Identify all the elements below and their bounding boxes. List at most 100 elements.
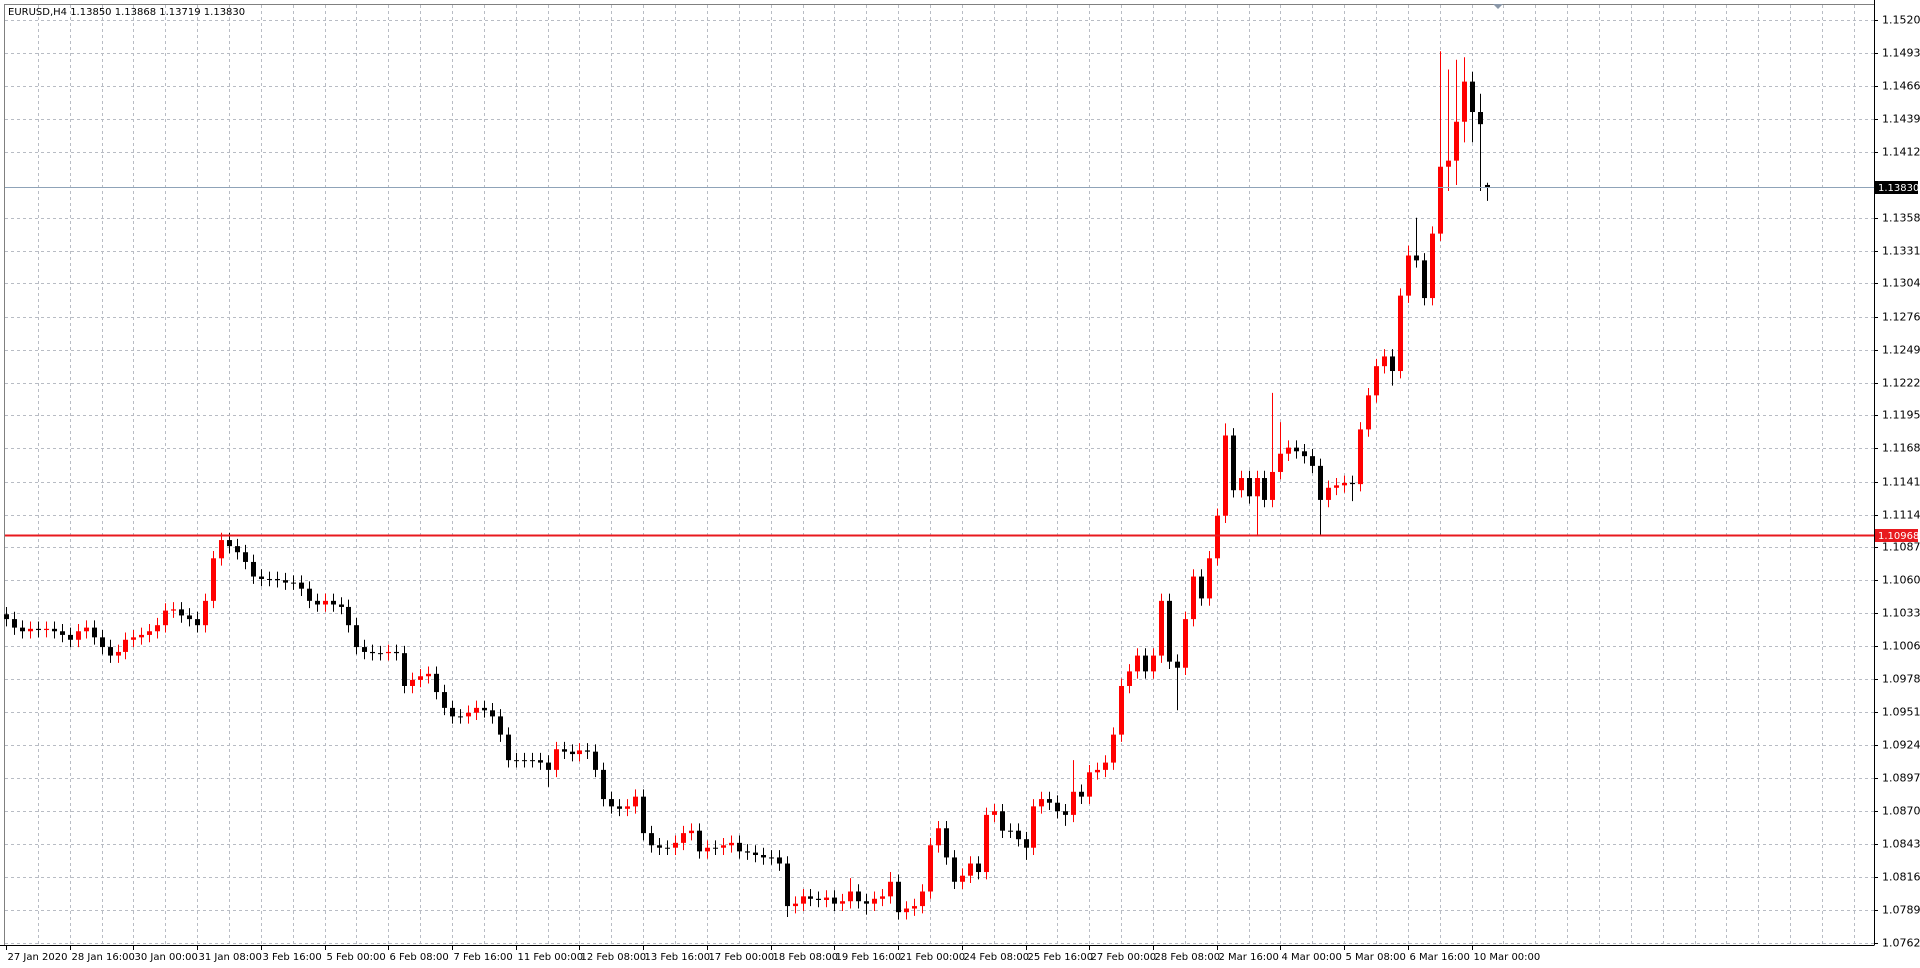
candle-body bbox=[346, 606, 351, 626]
candle-body bbox=[793, 903, 798, 907]
x-tick-label: 5 Feb 00:00 bbox=[327, 952, 386, 963]
price-label-box bbox=[1875, 181, 1918, 194]
candle-body bbox=[195, 619, 200, 626]
candle-body bbox=[1016, 830, 1021, 840]
candle-body bbox=[20, 627, 25, 632]
candle-body bbox=[36, 628, 41, 631]
y-tick-label: 1.14665 bbox=[1882, 80, 1920, 93]
x-tick-label: 6 Feb 08:00 bbox=[390, 952, 449, 963]
candle-body bbox=[386, 651, 391, 654]
candle-body bbox=[785, 863, 790, 907]
candle-body bbox=[952, 857, 957, 882]
candle-body bbox=[434, 673, 439, 693]
candle-body bbox=[1008, 830, 1013, 832]
candle-body bbox=[299, 582, 304, 589]
x-tick-label: 18 Feb 08:00 bbox=[773, 952, 839, 963]
candle-body bbox=[864, 901, 869, 904]
price-label-box bbox=[1875, 529, 1918, 542]
candle-body bbox=[1223, 435, 1228, 516]
candle-body bbox=[1000, 811, 1005, 831]
y-tick-label: 1.13040 bbox=[1882, 277, 1920, 290]
candle-body bbox=[1055, 802, 1060, 812]
x-tick-label: 2 Mar 16:00 bbox=[1219, 952, 1279, 963]
price-label: 1.10968 bbox=[1878, 531, 1919, 542]
x-tick-label: 17 Feb 00:00 bbox=[709, 952, 775, 963]
candle-body bbox=[554, 749, 559, 770]
price-label: 1.13830 bbox=[1878, 183, 1919, 194]
candle-body bbox=[522, 760, 527, 762]
candle-body bbox=[1485, 184, 1490, 188]
candle-body bbox=[259, 576, 264, 579]
candle-body bbox=[450, 707, 455, 717]
y-tick-label: 1.10600 bbox=[1882, 574, 1920, 587]
candle-body bbox=[1286, 447, 1291, 454]
candle-body bbox=[1358, 429, 1363, 485]
candle-body bbox=[466, 712, 471, 717]
candle-body bbox=[28, 628, 33, 632]
y-tick-label: 1.11140 bbox=[1882, 509, 1920, 522]
candle-body bbox=[60, 631, 65, 635]
candle-body bbox=[1406, 255, 1411, 296]
candle-body bbox=[323, 600, 328, 605]
candles bbox=[4, 51, 1874, 920]
candle-body bbox=[1310, 456, 1315, 466]
candle-body bbox=[1215, 515, 1220, 559]
candle-body bbox=[315, 600, 320, 605]
x-tick-label: 6 Mar 16:00 bbox=[1410, 952, 1470, 963]
candle-body bbox=[936, 828, 941, 846]
candle-body bbox=[904, 908, 909, 913]
candle-body bbox=[801, 896, 806, 904]
y-tick-label: 1.08975 bbox=[1882, 772, 1920, 785]
candle-body bbox=[123, 639, 128, 652]
candle-body bbox=[920, 891, 925, 907]
candle-body bbox=[896, 881, 901, 913]
candle-body bbox=[1207, 558, 1212, 599]
candle-body bbox=[4, 614, 9, 620]
y-tick-label: 1.14935 bbox=[1882, 47, 1920, 60]
candle-body bbox=[1462, 81, 1467, 122]
candle-body bbox=[362, 647, 367, 652]
y-tick-label: 1.09245 bbox=[1882, 739, 1920, 752]
candle-body bbox=[1239, 478, 1244, 491]
x-tick-label: 19 Feb 16:00 bbox=[836, 952, 902, 963]
candle-body bbox=[1446, 160, 1451, 167]
candle-body bbox=[235, 546, 240, 553]
y-tick-label: 1.12495 bbox=[1882, 344, 1920, 357]
y-tick-label: 1.09515 bbox=[1882, 706, 1920, 719]
candle-body bbox=[410, 679, 415, 686]
candle-body bbox=[1079, 791, 1084, 797]
candle-body bbox=[307, 588, 312, 601]
y-tick-label: 1.10060 bbox=[1882, 640, 1920, 653]
candle-body bbox=[354, 625, 359, 648]
candle-body bbox=[585, 750, 590, 752]
y-tick-label: 1.12225 bbox=[1882, 377, 1920, 390]
candle-body bbox=[370, 651, 375, 654]
candle-body bbox=[681, 833, 686, 843]
candle-body bbox=[1063, 811, 1068, 815]
candle-body bbox=[1430, 233, 1435, 299]
candle-body bbox=[1183, 619, 1188, 668]
x-tick-label: 11 Feb 00:00 bbox=[518, 952, 584, 963]
candle-body bbox=[84, 627, 89, 632]
candle-body bbox=[1031, 806, 1036, 848]
candle-body bbox=[753, 852, 758, 856]
candle-body bbox=[442, 692, 447, 708]
x-tick-label: 12 Feb 08:00 bbox=[581, 952, 647, 963]
candle-body bbox=[267, 578, 272, 580]
candle-body bbox=[1159, 600, 1164, 656]
candle-body bbox=[761, 855, 766, 858]
candle-body bbox=[992, 811, 997, 815]
y-tick-label: 1.10330 bbox=[1882, 607, 1920, 620]
candle-body bbox=[139, 634, 144, 638]
candle-body bbox=[1366, 395, 1371, 430]
candle-body bbox=[832, 897, 837, 904]
x-tick-label: 31 Jan 08:00 bbox=[199, 952, 262, 963]
candle-body bbox=[872, 898, 877, 904]
grid bbox=[5, 5, 1874, 945]
y-tick-label: 1.11685 bbox=[1882, 442, 1920, 455]
candle-body bbox=[769, 857, 774, 859]
candle-body bbox=[617, 806, 622, 809]
candle-body bbox=[1270, 471, 1275, 500]
x-tick-label: 7 Feb 16:00 bbox=[454, 952, 513, 963]
